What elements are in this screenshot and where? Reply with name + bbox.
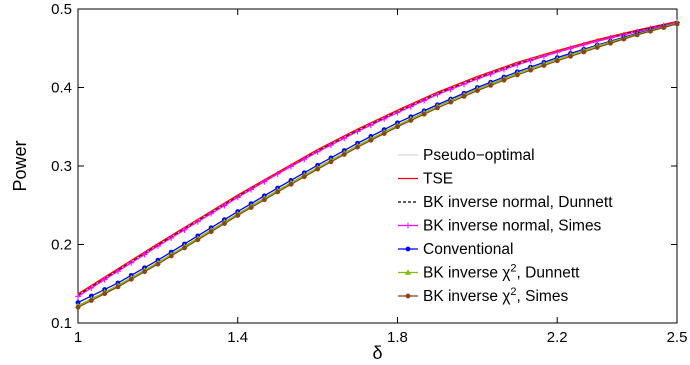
series-marker [355, 144, 360, 150]
x-tick-label: 1 [74, 329, 82, 346]
series-line [77, 22, 678, 304]
series-marker [608, 40, 613, 46]
x-tick-label: 1.4 [227, 329, 248, 346]
x-tick-label: 2.5 [667, 329, 688, 346]
legend-entry: TSE [398, 171, 453, 188]
series-marker [222, 221, 227, 226]
legend-label: BK inverse normal, Dunnett [423, 194, 613, 211]
series-marker [301, 174, 307, 180]
series-marker [248, 205, 254, 211]
series-marker [568, 53, 573, 59]
series-marker [461, 93, 467, 99]
x-axis-label: δ [372, 343, 382, 363]
series-marker [634, 32, 640, 38]
y-tick-label: 0.3 [51, 158, 72, 175]
series-1 [77, 20, 678, 295]
series-marker [328, 159, 334, 165]
series-marker [128, 276, 134, 282]
y-tick-label: 0.1 [51, 315, 72, 332]
series-layer [75, 19, 680, 310]
series-line [77, 23, 678, 308]
series-marker [381, 131, 387, 136]
series-marker [421, 111, 427, 117]
legend-entry: BK inverse normal, Dunnett [398, 194, 613, 211]
series-marker [261, 197, 267, 203]
series-marker [408, 118, 414, 123]
legend-label: BK inverse χ2, Simes [423, 286, 568, 305]
series-marker [435, 105, 440, 111]
series-marker [488, 83, 494, 88]
legend-entry: BK inverse normal, Simes [398, 218, 602, 235]
legend: Pseudo−optimal TSE BK inverse normal, Dunn… [398, 147, 613, 305]
series-marker [528, 67, 533, 73]
series-marker [168, 253, 174, 259]
series-marker [674, 21, 680, 27]
series-marker [142, 269, 147, 275]
legend-entry: BK inverse χ2, Dunnett [398, 263, 580, 282]
series-line [77, 22, 678, 307]
y-tick-label: 0.2 [51, 237, 72, 254]
legend-label: Pseudo−optimal [423, 147, 535, 164]
x-tick-label: 1.8 [387, 329, 408, 346]
series-marker [647, 28, 653, 34]
legend-label: BK inverse normal, Simes [423, 218, 602, 235]
series-marker [75, 304, 81, 310]
series-marker [514, 72, 520, 78]
x-tick-label: 2.2 [547, 329, 568, 346]
series-marker [594, 45, 600, 50]
axes-layer: 1 1.4 1.8 2.2 2.5 0.1 0.2 0.3 0.4 0.5 [51, 1, 687, 346]
legend-label: BK inverse χ2, Dunnett [423, 263, 580, 282]
legend-entry: BK inverse χ2, Simes [398, 286, 568, 305]
plot-area [77, 8, 678, 324]
series-marker [448, 99, 454, 105]
series-marker [661, 25, 667, 30]
legend-label: Conventional [423, 241, 513, 258]
legend-marker [405, 246, 411, 252]
series-marker [275, 189, 281, 195]
legend-marker [405, 293, 411, 299]
series-line [77, 21, 678, 297]
series-marker [102, 291, 108, 297]
series-marker [541, 63, 547, 68]
legend-label: TSE [423, 171, 453, 188]
series-marker [395, 124, 400, 130]
legend-entry: Conventional [398, 241, 513, 258]
legend-entry: Pseudo−optimal [398, 147, 535, 164]
series-marker [235, 213, 241, 218]
series-marker [341, 152, 347, 157]
y-axis-label: Power [10, 140, 30, 191]
series-marker [581, 49, 587, 55]
series-marker [195, 237, 201, 243]
series-0 [77, 21, 678, 296]
series-marker [208, 229, 214, 235]
series-line [77, 21, 678, 296]
series-6 [75, 21, 680, 310]
legend-marker [405, 269, 411, 275]
y-tick-label: 0.4 [51, 80, 72, 97]
series-marker [368, 137, 374, 143]
series-marker [315, 166, 320, 172]
series-marker [182, 245, 187, 251]
series-line [77, 20, 678, 295]
series-marker [621, 36, 627, 42]
y-tick-label: 0.5 [51, 1, 72, 18]
series-marker [115, 284, 121, 290]
series-marker [554, 58, 560, 64]
series-marker [155, 261, 161, 267]
series-marker [501, 77, 507, 83]
series-marker [288, 181, 294, 187]
series-marker [88, 298, 94, 303]
series-marker [474, 88, 480, 94]
